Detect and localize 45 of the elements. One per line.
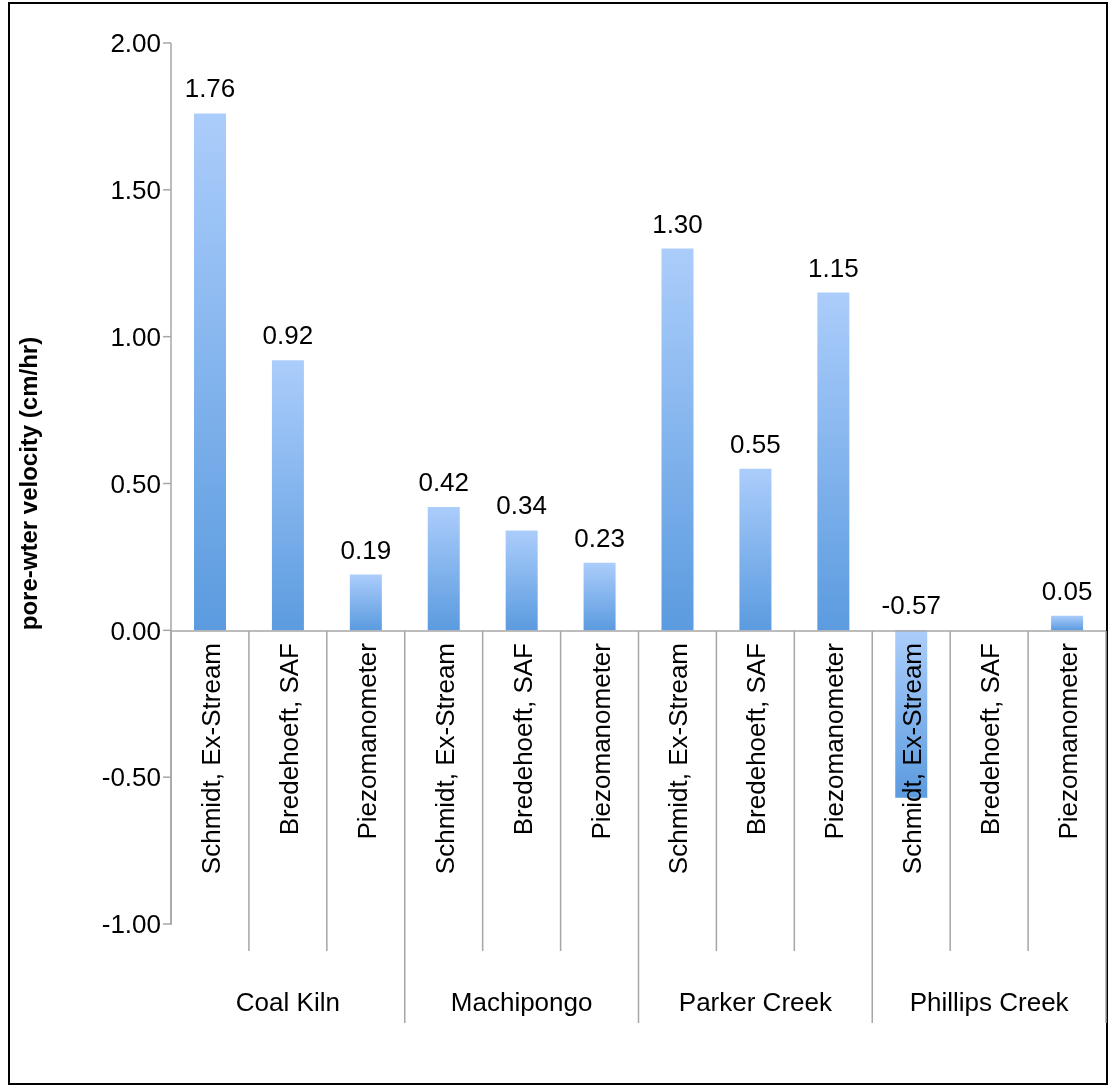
bar xyxy=(583,562,616,631)
text: Machipongo xyxy=(450,987,593,1017)
text: Parker Creek xyxy=(678,987,833,1017)
x-tick-label: Bredehoeft, SAF xyxy=(507,643,538,836)
y-tick-label: 1.00 xyxy=(110,321,161,352)
data-label: 0.92 xyxy=(262,320,314,351)
data-label: 0.34 xyxy=(496,490,547,521)
bar xyxy=(194,113,226,631)
y-tick-label: 1.50 xyxy=(110,175,161,206)
data-label: 1.15 xyxy=(808,252,859,283)
x-tick-label: Piezomanometer xyxy=(585,642,616,840)
text: Coal Kiln xyxy=(235,987,340,1017)
x-tick-label: Schmidt, Ex-Stream xyxy=(663,643,694,875)
data-label: 0.42 xyxy=(418,466,470,497)
x-tick-label: Piezomanometer xyxy=(1053,642,1084,840)
y-axis-title: pore-wter velocity (cm/hr) xyxy=(14,336,42,631)
x-tick-label: Piezomanometer xyxy=(351,642,382,840)
data-label: 0.55 xyxy=(730,428,781,459)
data-label: 1.30 xyxy=(652,208,703,239)
y-tick-label: -1.00 xyxy=(101,909,161,940)
x-tick-label: Schmidt, Ex-Stream xyxy=(195,643,226,875)
x-tick-label: Bredehoeft, SAF xyxy=(741,643,772,836)
data-label: 0.19 xyxy=(340,534,392,565)
bar xyxy=(817,292,850,631)
text: Phillips Creek xyxy=(909,987,1070,1017)
y-tick-label: -0.50 xyxy=(101,762,161,793)
y-tick-label: 0.50 xyxy=(110,468,161,499)
y-tick-label: 0.00 xyxy=(110,615,161,646)
bar xyxy=(505,530,538,631)
x-tick-label: Schmidt, Ex-Stream xyxy=(429,643,460,875)
x-tick-label: Bredehoeft, SAF xyxy=(273,643,304,836)
data-label: -0.57 xyxy=(881,590,941,621)
x-tick-label: Piezomanometer xyxy=(819,642,850,840)
bar xyxy=(349,574,382,631)
bar xyxy=(271,360,304,631)
bar xyxy=(427,506,460,631)
bar xyxy=(661,248,694,631)
data-label: 1.76 xyxy=(184,73,236,104)
data-label: 0.23 xyxy=(574,522,625,553)
x-tick-label: Schmidt, Ex-Stream xyxy=(897,643,928,875)
bar xyxy=(739,468,772,631)
y-tick-label: 2.00 xyxy=(110,28,161,59)
x-tick-label: Bredehoeft, SAF xyxy=(975,643,1006,836)
data-label: 0.05 xyxy=(1041,575,1093,606)
bar xyxy=(1051,615,1084,631)
